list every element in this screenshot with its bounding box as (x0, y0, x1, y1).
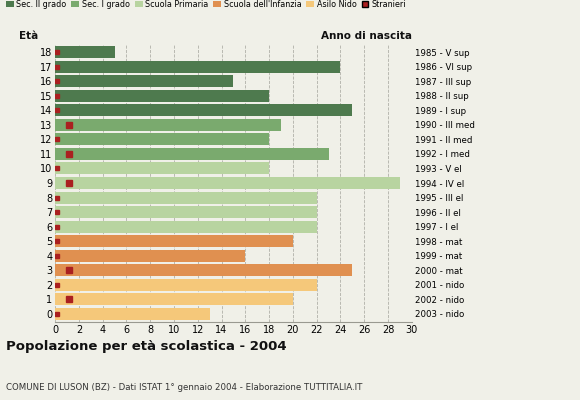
Text: Popolazione per età scolastica - 2004: Popolazione per età scolastica - 2004 (6, 340, 287, 353)
Bar (55, 60, 340, 72)
Bar (55, 294, 293, 306)
Bar (55, 148, 328, 160)
Bar (55, 119, 281, 131)
Bar (55, 75, 233, 87)
Bar (55, 221, 317, 233)
Text: Età: Età (20, 31, 39, 41)
Bar (55, 90, 269, 102)
Bar (55, 264, 352, 276)
Bar (55, 250, 245, 262)
Bar (55, 206, 317, 218)
Bar (55, 177, 400, 189)
Text: Anno di nascita: Anno di nascita (321, 31, 412, 41)
Bar (55, 192, 317, 204)
Bar (55, 133, 269, 145)
Bar (55, 104, 352, 116)
Bar (55, 46, 114, 58)
Bar (55, 279, 317, 291)
Legend: Sec. II grado, Sec. I grado, Scuola Primaria, Scuola dell'Infanzia, Asilo Nido, : Sec. II grado, Sec. I grado, Scuola Prim… (6, 0, 407, 9)
Bar (55, 308, 209, 320)
Text: COMUNE DI LUSON (BZ) - Dati ISTAT 1° gennaio 2004 - Elaborazione TUTTITALIA.IT: COMUNE DI LUSON (BZ) - Dati ISTAT 1° gen… (6, 383, 362, 392)
Bar (55, 235, 293, 247)
Bar (55, 162, 269, 174)
